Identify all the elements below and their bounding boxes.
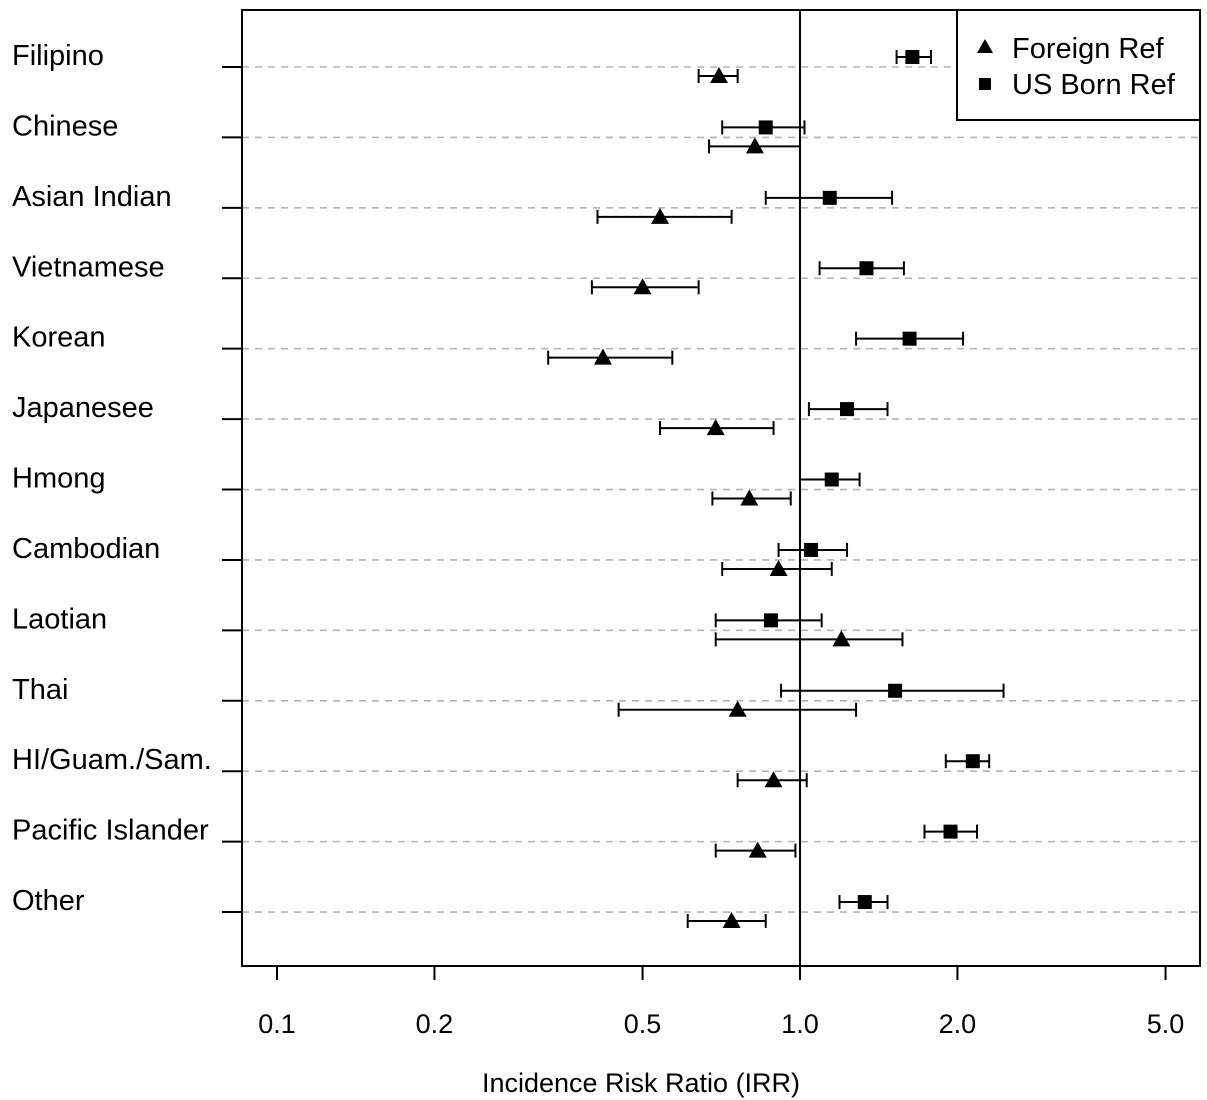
square-marker bbox=[943, 824, 958, 839]
plot-frame bbox=[241, 9, 1201, 967]
x-tick-label: 0.5 bbox=[624, 1009, 662, 1039]
category-label: HI/Guam./Sam. bbox=[12, 744, 212, 776]
x-axis: 0.1 0.2 0.5 1.0 2.0 5.0 bbox=[258, 965, 1185, 1039]
triangle-marker bbox=[593, 348, 612, 365]
legend-box bbox=[956, 9, 1201, 121]
square-marker bbox=[824, 472, 839, 487]
triangle-marker bbox=[745, 137, 764, 154]
triangle-marker bbox=[709, 67, 728, 83]
category-label: Cambodian bbox=[12, 533, 160, 565]
x-tick-label: 0.1 bbox=[258, 1009, 296, 1039]
category-label: Korean bbox=[12, 322, 106, 354]
category-label: Chinese bbox=[12, 110, 118, 142]
square-marker bbox=[902, 331, 917, 346]
triangle-marker bbox=[728, 700, 747, 717]
error-bars bbox=[547, 50, 1005, 929]
category-label: Thai bbox=[12, 674, 68, 706]
category-label: Japanesee bbox=[12, 392, 154, 424]
category-label: Pacific Islander bbox=[12, 815, 209, 847]
square-marker bbox=[857, 895, 872, 910]
triangle-marker bbox=[651, 207, 670, 224]
triangle-marker bbox=[740, 489, 759, 506]
triangle-marker bbox=[706, 419, 725, 436]
y-tick-marks bbox=[222, 66, 242, 914]
triangle-marker bbox=[764, 771, 783, 788]
x-tick-label: 1.0 bbox=[781, 1009, 819, 1039]
category-label: Vietnamese bbox=[12, 251, 165, 283]
category-label: Asian Indian bbox=[12, 181, 172, 213]
square-marker bbox=[758, 120, 773, 135]
x-tick-label: 0.2 bbox=[416, 1009, 454, 1039]
triangle-marker bbox=[633, 278, 652, 295]
category-label: Other bbox=[12, 885, 85, 917]
legend-label: Foreign Ref bbox=[1012, 33, 1164, 65]
category-label: Hmong bbox=[12, 463, 106, 495]
point-markers bbox=[593, 50, 980, 929]
triangle-marker bbox=[769, 559, 788, 576]
square-marker bbox=[905, 50, 920, 64]
x-axis-title: Incidence Risk Ratio (IRR) bbox=[482, 1068, 800, 1098]
legend-triangle-icon bbox=[977, 39, 993, 53]
legend: Foreign Ref US Born Ref bbox=[956, 9, 1201, 121]
square-marker bbox=[965, 754, 980, 769]
triangle-marker bbox=[722, 912, 741, 929]
category-labels: Filipino Chinese Asian Indian Vietnamese Kor… bbox=[12, 40, 212, 917]
square-marker bbox=[822, 190, 837, 205]
legend-square-icon bbox=[979, 78, 991, 90]
square-marker bbox=[888, 683, 903, 698]
category-label: Filipino bbox=[12, 40, 104, 72]
square-marker bbox=[804, 542, 819, 557]
legend-label: US Born Ref bbox=[1012, 69, 1176, 101]
square-marker bbox=[840, 402, 855, 417]
category-label: Laotian bbox=[12, 603, 107, 635]
x-tick-label: 2.0 bbox=[939, 1009, 977, 1039]
square-marker bbox=[763, 613, 778, 628]
x-tick-label: 5.0 bbox=[1147, 1009, 1185, 1039]
triangle-marker bbox=[832, 630, 851, 647]
gridlines bbox=[242, 66, 1200, 913]
square-marker bbox=[859, 261, 874, 276]
triangle-marker bbox=[748, 841, 767, 858]
